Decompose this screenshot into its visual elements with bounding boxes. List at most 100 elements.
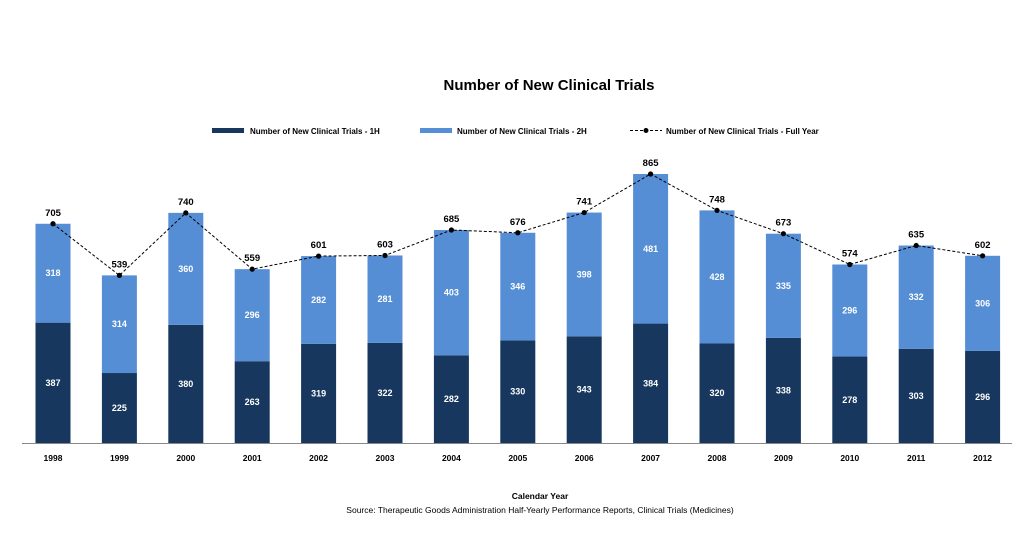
bar-2h-2007 bbox=[633, 174, 669, 324]
bar-1h-2003 bbox=[367, 342, 403, 443]
x-tick-2005: 2005 bbox=[508, 453, 527, 463]
legend-swatch-1h bbox=[212, 128, 244, 133]
label-total-1998: 705 bbox=[45, 208, 62, 219]
label-1h-1998: 387 bbox=[45, 378, 60, 388]
bar-1h-2009 bbox=[765, 337, 801, 443]
bar-2h-2004 bbox=[433, 229, 469, 356]
label-2h-2005: 346 bbox=[510, 282, 525, 292]
bar-1h-2004 bbox=[433, 355, 469, 443]
full-year-point-2009 bbox=[780, 231, 787, 237]
full-year-point-2012 bbox=[980, 253, 986, 259]
x-axis-label: Calendar Year bbox=[512, 491, 569, 501]
label-2h-2008: 428 bbox=[709, 272, 724, 282]
label-1h-2000: 380 bbox=[178, 379, 193, 389]
bar-2h-2002 bbox=[301, 256, 337, 344]
label-1h-2005: 330 bbox=[510, 387, 525, 397]
label-total-2002: 601 bbox=[311, 240, 328, 251]
label-1h-2012: 296 bbox=[975, 392, 990, 402]
x-tick-2006: 2006 bbox=[575, 453, 594, 463]
x-tick-2011: 2011 bbox=[907, 453, 926, 463]
legend-swatch-2h bbox=[420, 128, 452, 133]
label-2h-2009: 335 bbox=[776, 281, 791, 291]
label-2h-2010: 296 bbox=[842, 306, 857, 316]
label-1h-2011: 303 bbox=[909, 391, 924, 401]
bar-1h-2002 bbox=[301, 343, 337, 443]
label-total-1999: 539 bbox=[111, 259, 127, 270]
label-1h-1999: 225 bbox=[112, 403, 127, 413]
bar-2h-2010 bbox=[832, 264, 868, 357]
label-1h-2007: 384 bbox=[643, 378, 658, 388]
full-year-point-2003 bbox=[382, 252, 388, 259]
label-1h-2003: 322 bbox=[377, 388, 392, 398]
x-tick-2000: 2000 bbox=[176, 453, 195, 463]
x-tick-2002: 2002 bbox=[309, 453, 328, 463]
x-tick-2012: 2012 bbox=[973, 453, 992, 463]
x-tick-2001: 2001 bbox=[243, 453, 262, 463]
label-1h-2001: 263 bbox=[245, 397, 260, 407]
full-year-point-2006 bbox=[581, 209, 587, 216]
full-year-point-2000 bbox=[183, 210, 189, 216]
label-1h-2002: 319 bbox=[311, 388, 326, 398]
label-1h-2008: 320 bbox=[709, 388, 724, 398]
bar-2h-2012 bbox=[965, 255, 1001, 351]
label-1h-2009: 338 bbox=[776, 385, 791, 395]
label-2h-2003: 281 bbox=[377, 294, 392, 304]
label-2h-1999: 314 bbox=[112, 319, 127, 329]
bar-2h-2001 bbox=[234, 269, 270, 362]
x-tick-2010: 2010 bbox=[840, 453, 859, 463]
bar-2h-2008 bbox=[699, 210, 735, 344]
label-total-2009: 673 bbox=[775, 218, 791, 229]
full-year-point-2002 bbox=[316, 253, 322, 259]
bar-1h-2001 bbox=[234, 361, 270, 443]
full-year-point-2007 bbox=[648, 171, 654, 177]
legend-label-full-year: Number of New Clinical Trials - Full Yea… bbox=[666, 127, 819, 136]
full-year-point-2005 bbox=[515, 230, 521, 236]
x-tick-2004: 2004 bbox=[442, 453, 461, 463]
label-total-2008: 748 bbox=[709, 194, 725, 205]
legend: Number of New Clinical Trials - 1H Numbe… bbox=[212, 127, 819, 136]
bar-2h-2009 bbox=[765, 233, 801, 338]
label-total-2010: 574 bbox=[842, 248, 859, 259]
label-total-2007: 865 bbox=[643, 158, 660, 169]
label-1h-2006: 343 bbox=[577, 385, 592, 395]
label-total-2000: 740 bbox=[178, 197, 194, 208]
label-2h-2007: 481 bbox=[643, 244, 658, 254]
bar-1h-2008 bbox=[699, 343, 735, 443]
x-tick-2009: 2009 bbox=[774, 453, 793, 463]
source-note: Source: Therapeutic Goods Administration… bbox=[346, 505, 734, 515]
bar-1h-2006 bbox=[566, 336, 602, 443]
label-total-2012: 602 bbox=[975, 240, 991, 251]
label-total-2005: 676 bbox=[510, 217, 526, 228]
bar-1h-2012 bbox=[965, 350, 1001, 443]
bar-2h-1998 bbox=[35, 223, 71, 323]
bars bbox=[35, 174, 1001, 443]
data-labels: 387 318 705 225 314 539 380 360 740 263 296 559 319 2… bbox=[45, 158, 990, 413]
label-total-2003: 603 bbox=[377, 239, 393, 250]
x-tick-2003: 2003 bbox=[376, 453, 395, 463]
label-2h-2006: 398 bbox=[577, 269, 592, 279]
bar-2h-2011 bbox=[898, 245, 934, 349]
x-tick-2007: 2007 bbox=[641, 453, 660, 463]
bar-1h-2007 bbox=[633, 323, 669, 443]
label-2h-1998: 318 bbox=[45, 268, 60, 278]
label-2h-2001: 296 bbox=[245, 310, 260, 320]
legend-label-1h: Number of New Clinical Trials - 1H bbox=[250, 127, 380, 136]
label-1h-2004: 282 bbox=[444, 394, 459, 404]
full-year-line bbox=[50, 171, 986, 278]
label-total-2006: 741 bbox=[576, 197, 593, 208]
bar-2h-2000 bbox=[168, 212, 204, 325]
bar-1h-2010 bbox=[832, 356, 868, 443]
full-year-point-2010 bbox=[847, 261, 853, 268]
legend-marker-full-year bbox=[643, 128, 649, 133]
full-year-line-path bbox=[52, 173, 983, 277]
label-total-2011: 635 bbox=[908, 230, 925, 241]
chart-title: Number of New Clinical Trials bbox=[444, 77, 655, 94]
label-2h-2004: 403 bbox=[444, 288, 459, 298]
label-2h-2011: 332 bbox=[909, 292, 924, 302]
x-tick-2008: 2008 bbox=[708, 453, 727, 463]
label-total-2001: 559 bbox=[244, 253, 260, 264]
legend-label-2h: Number of New Clinical Trials - 2H bbox=[457, 127, 587, 136]
bar-1h-1998 bbox=[35, 322, 71, 443]
bar-2h-2003 bbox=[367, 255, 403, 343]
